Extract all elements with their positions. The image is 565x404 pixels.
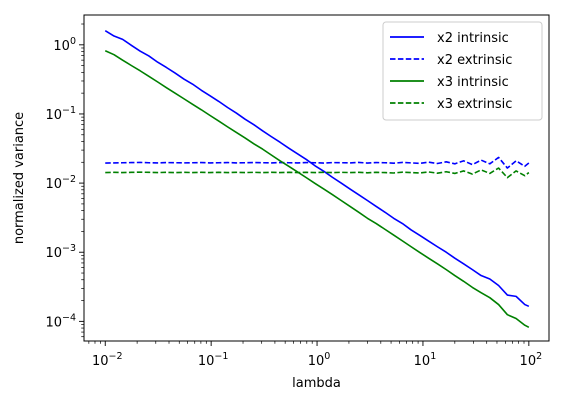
series-line-4 bbox=[105, 167, 530, 179]
y-axis-label: normalized variance bbox=[12, 112, 27, 244]
legend-box bbox=[382, 21, 543, 121]
y-tick-label-2: 10−3 bbox=[45, 243, 76, 261]
x-axis-label: lambda bbox=[292, 376, 341, 391]
x-tick-label-1: 10−2 bbox=[92, 351, 123, 369]
legend-label-3: x3 intrinsic bbox=[437, 75, 509, 90]
series-line-1 bbox=[104, 30, 530, 308]
x-tick-label-2: 10−1 bbox=[198, 351, 229, 369]
y-axis: 10−4 10−3 10−2 10−1 100 bbox=[45, 23, 84, 338]
series-line-3 bbox=[104, 50, 530, 329]
legend-label-4: x3 extrinsic bbox=[437, 97, 512, 112]
plot-lines bbox=[104, 30, 530, 329]
y-tick-label-3: 10−2 bbox=[45, 174, 76, 192]
legend-label-2: x2 extrinsic bbox=[437, 53, 512, 68]
series-line-2 bbox=[105, 156, 530, 169]
y-tick-label-5: 100 bbox=[53, 36, 76, 54]
y-tick-label-4: 10−1 bbox=[45, 105, 76, 123]
y-tick-label-1: 10−4 bbox=[45, 312, 76, 330]
x-axis: 10−2 10−1 100 101 102 bbox=[88, 341, 543, 369]
x-tick-label-4: 101 bbox=[414, 351, 437, 369]
x-tick-label-5: 102 bbox=[520, 351, 543, 369]
legend-label-1: x2 intrinsic bbox=[437, 31, 509, 46]
plot-frame bbox=[83, 14, 550, 342]
x-tick-label-3: 100 bbox=[308, 351, 331, 369]
legend: x2 intrinsic x2 extrinsic x3 intrinsic x3 e… bbox=[382, 21, 543, 121]
